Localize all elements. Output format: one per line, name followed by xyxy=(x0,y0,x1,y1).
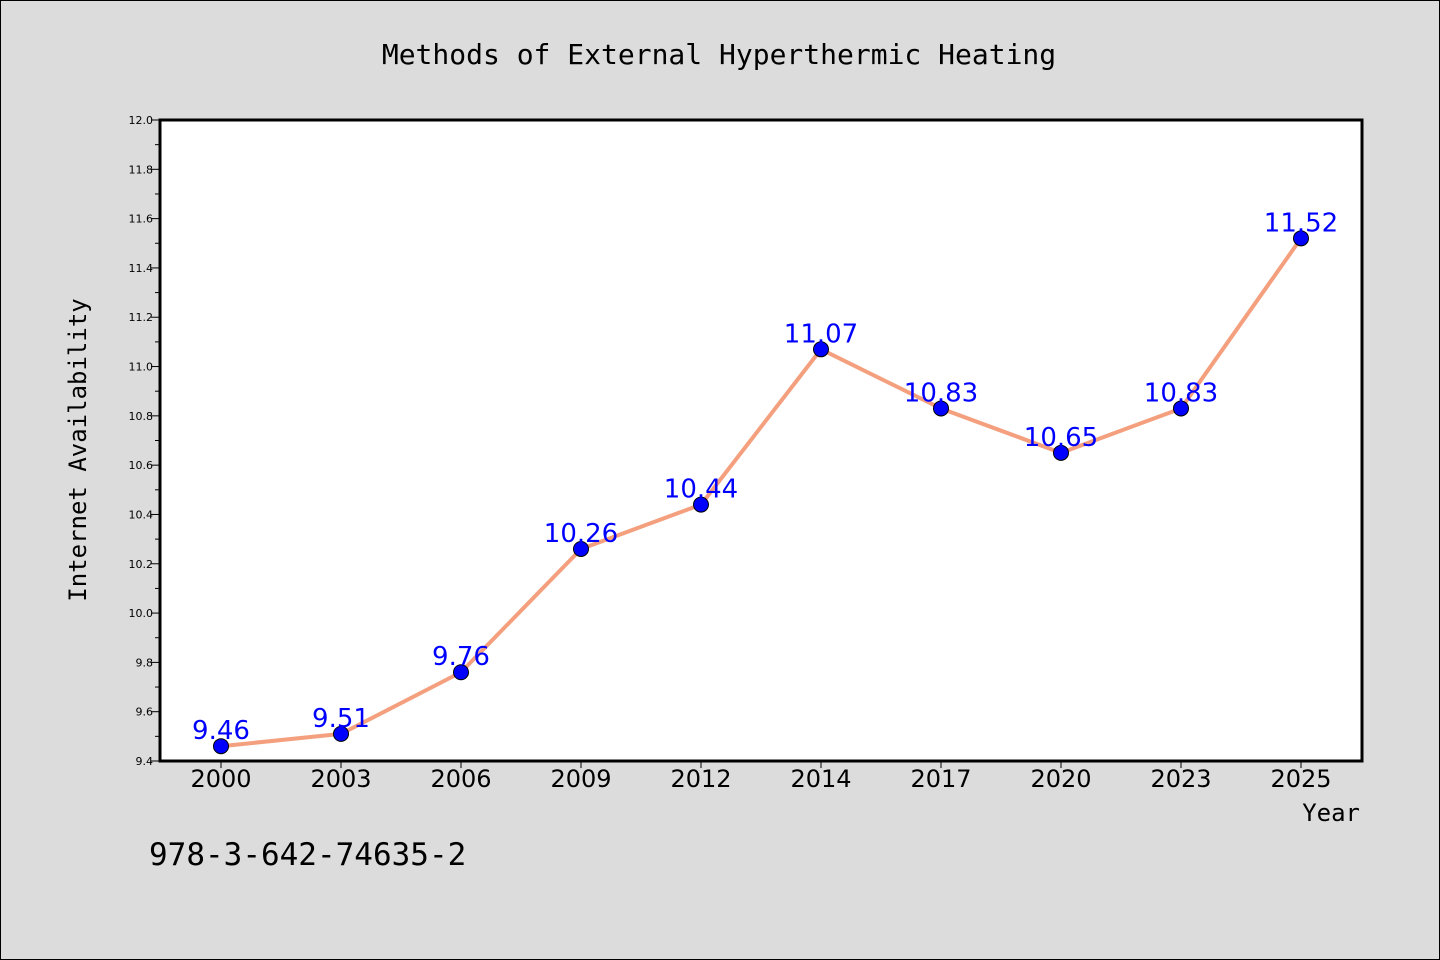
y-tick-label: 10.2 xyxy=(129,558,154,571)
x-tick-label: 2009 xyxy=(550,765,611,793)
data-label: 10.44 xyxy=(664,475,738,505)
data-label: 11.07 xyxy=(784,319,858,349)
data-labels: 9.46 9.51 9.76 10.26 10.44 11.07 10.83 10.65 10.… xyxy=(192,208,1338,746)
y-tick-label: 9.6 xyxy=(136,706,154,719)
x-tick-label: 2012 xyxy=(670,765,731,793)
data-point xyxy=(693,496,709,513)
y-tick-label: 10.4 xyxy=(129,508,154,521)
x-tick-label: 2000 xyxy=(190,765,251,793)
data-label: 10.65 xyxy=(1024,423,1098,453)
chart-title: Methods of External Hyperthermic Heating xyxy=(382,38,1056,71)
y-tick-label: 9.4 xyxy=(136,755,154,768)
x-tick-label: 2017 xyxy=(910,765,971,793)
data-label: 9.51 xyxy=(312,704,370,734)
data-point xyxy=(1173,400,1189,417)
y-axis-label: Internet Availability xyxy=(64,298,92,601)
x-tick-label: 2014 xyxy=(790,765,851,793)
plot-area xyxy=(158,118,1364,763)
data-label: 10.83 xyxy=(904,378,978,408)
data-point xyxy=(573,540,589,557)
y-tick-label: 11.2 xyxy=(129,311,154,324)
x-axis-label: Year xyxy=(1302,799,1360,827)
data-label: 10.26 xyxy=(544,519,618,549)
x-tick-label: 2003 xyxy=(310,765,371,793)
y-tick-label: 11.6 xyxy=(129,213,154,226)
y-tick-label: 11.4 xyxy=(129,262,154,275)
x-tick-label: 2025 xyxy=(1270,765,1331,793)
y-tick-label: 9.8 xyxy=(136,656,154,669)
y-tick-label: 11.0 xyxy=(129,361,154,374)
data-label: 11.52 xyxy=(1264,208,1338,238)
x-tick-label: 2020 xyxy=(1030,765,1091,793)
data-label: 10.83 xyxy=(1144,378,1218,408)
data-point xyxy=(213,738,229,755)
footer-isbn: 978-3-642-74635-2 xyxy=(149,837,466,873)
data-label: 9.46 xyxy=(192,716,250,746)
data-point xyxy=(813,341,829,358)
data-point xyxy=(333,725,349,742)
y-tick-label: 10.0 xyxy=(129,607,154,620)
data-point xyxy=(453,664,469,681)
series-group xyxy=(213,230,1309,755)
data-point xyxy=(1053,444,1069,461)
y-tick-label: 11.8 xyxy=(129,163,154,176)
x-axis: 2000 2003 2006 2009 2012 2014 2017 2020 2023 2025 xyxy=(190,761,1332,793)
y-tick-label: 10.8 xyxy=(129,410,154,423)
y-axis: 9.4 9.6 9.8 10.0 10.2 10.4 10.6 10.8 11.0 11.2 11.… xyxy=(129,114,160,768)
y-tick-label: 10.6 xyxy=(129,459,154,472)
data-label: 9.76 xyxy=(432,642,490,672)
data-point xyxy=(1293,230,1309,247)
data-point xyxy=(933,400,949,417)
series-line xyxy=(220,237,1303,749)
x-tick-label: 2023 xyxy=(1150,765,1211,793)
x-tick-label: 2006 xyxy=(430,765,491,793)
y-tick-label: 12.0 xyxy=(129,114,154,127)
